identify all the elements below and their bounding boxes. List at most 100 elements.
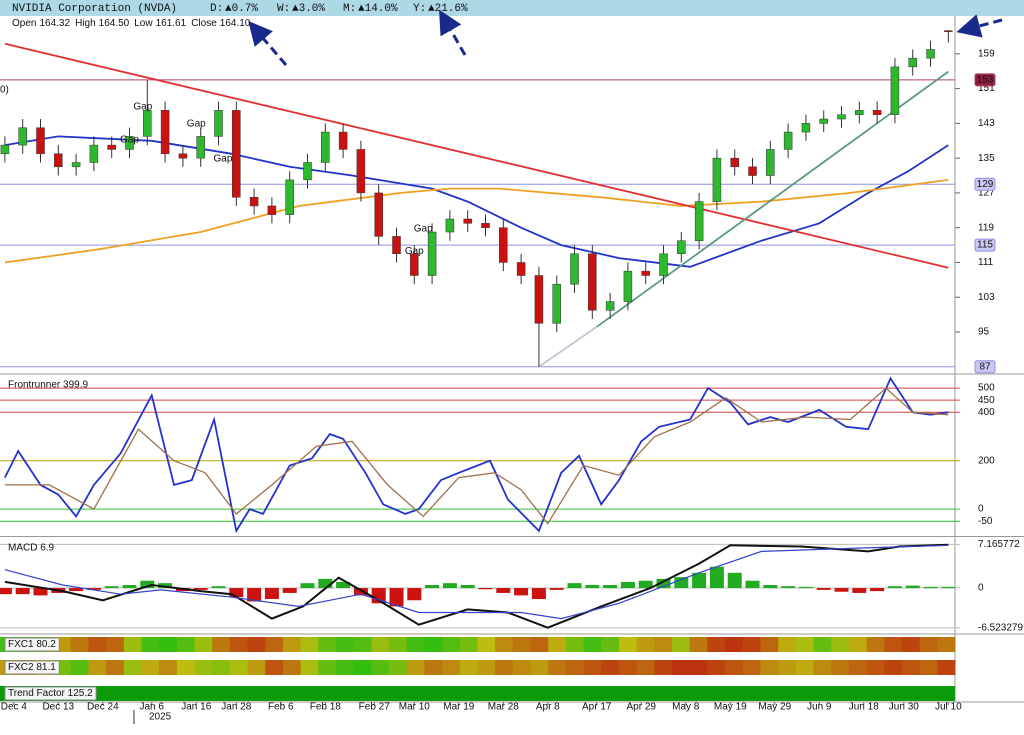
histogram-bar (140, 580, 155, 589)
heat-cell (919, 637, 938, 652)
x-tick-label: Jul 10 (935, 702, 962, 713)
histogram-bar (86, 588, 101, 590)
level-box (974, 73, 996, 87)
x-tick-label: Dec 24 (87, 702, 119, 713)
heat-cell (123, 660, 142, 675)
candle-body (214, 110, 223, 137)
candle-body (694, 201, 704, 241)
candle-body (410, 253, 419, 276)
histogram-bar (745, 580, 760, 589)
candle-body (232, 110, 241, 198)
heat-cell (477, 660, 496, 675)
histogram-bar (158, 583, 173, 589)
heat-cell (318, 637, 337, 652)
candle-body (107, 144, 116, 150)
histogram-bar (33, 588, 48, 596)
heat-cell (901, 660, 921, 675)
heat-cell (88, 637, 107, 652)
histogram-bar (336, 581, 351, 589)
level-box (974, 360, 996, 374)
histogram-bar (887, 586, 902, 589)
x-tick-label: Jun 30 (889, 702, 919, 713)
heat-cell (689, 660, 708, 675)
header-bar (0, 0, 1024, 16)
candle-body (516, 262, 526, 276)
candle-body (908, 57, 917, 68)
heat-cell (866, 637, 885, 652)
histogram-bar (478, 588, 493, 590)
heat-cell (654, 660, 673, 675)
heat-cell (141, 660, 160, 675)
heat-cell (300, 637, 319, 652)
histogram-bar (620, 581, 635, 589)
histogram-bar (353, 588, 368, 596)
y-tick-label: 500 (978, 383, 995, 394)
candle-body (0, 144, 10, 155)
heat-cell (371, 637, 390, 652)
heat-cell (406, 637, 425, 652)
series-line (538, 326, 598, 368)
heat-cell (229, 660, 249, 675)
title-box (4, 660, 60, 675)
heat-cell (512, 637, 532, 652)
heat-cell (194, 660, 213, 675)
heat-cell (795, 660, 815, 675)
heat-cell (442, 637, 461, 652)
heat-cell (618, 660, 638, 675)
x-tick-label: Feb 18 (310, 702, 342, 713)
candle-body (801, 123, 811, 133)
level-label: 153 (977, 75, 994, 86)
heat-cell (884, 637, 903, 652)
heat-cell (247, 637, 266, 652)
heat-cell (353, 637, 372, 652)
change-value: ▲14.0% (358, 3, 398, 15)
heat-cell (159, 637, 178, 652)
candle-body (71, 162, 81, 168)
heat-cell (495, 637, 514, 652)
candle-body (605, 301, 615, 311)
candle-body (338, 131, 348, 150)
title-box (4, 686, 97, 701)
heat-cell (265, 660, 284, 675)
candle-body (36, 127, 45, 155)
change-value: ▲0.7% (225, 3, 258, 15)
series-line (4, 543, 949, 629)
ohlc-value: 164.50 (99, 18, 130, 29)
heat-cell (424, 637, 443, 652)
heat-cell (813, 660, 832, 675)
heat-cell (778, 660, 797, 675)
histogram-bar (781, 586, 796, 589)
candle-body (641, 270, 650, 276)
level-box (974, 177, 996, 191)
ohlc-label: Open (12, 18, 36, 29)
candle-body (18, 127, 27, 146)
y-tick-label: 159 (978, 48, 995, 59)
ohlc-value: 164.32 (39, 18, 70, 29)
heat-cell (70, 637, 89, 652)
heat-cell (636, 660, 655, 675)
candle-body (570, 253, 579, 285)
series-line (4, 387, 949, 525)
heat-cell (159, 660, 178, 675)
y-tick-label: 400 (978, 407, 995, 418)
histogram-bar (709, 566, 724, 589)
heat-cell (389, 660, 408, 675)
trend-band (0, 686, 955, 701)
heat-cell (548, 637, 567, 652)
histogram-bar (247, 588, 262, 602)
histogram-bar (567, 583, 582, 589)
y-tick-label: 135 (978, 153, 995, 164)
candle-body (748, 166, 757, 176)
candle-body (712, 157, 722, 202)
candle-body (872, 110, 882, 115)
change-label: Y: (413, 3, 426, 15)
annotation: Gap (120, 135, 139, 146)
series-line (4, 179, 949, 264)
candle-body (730, 157, 739, 168)
histogram-bar (425, 585, 440, 589)
heat-cell (795, 637, 815, 652)
histogram-bar (603, 585, 618, 589)
x-tick-label: Dec 4 (1, 702, 28, 713)
histogram-bar (834, 588, 849, 592)
heat-cell (707, 637, 726, 652)
